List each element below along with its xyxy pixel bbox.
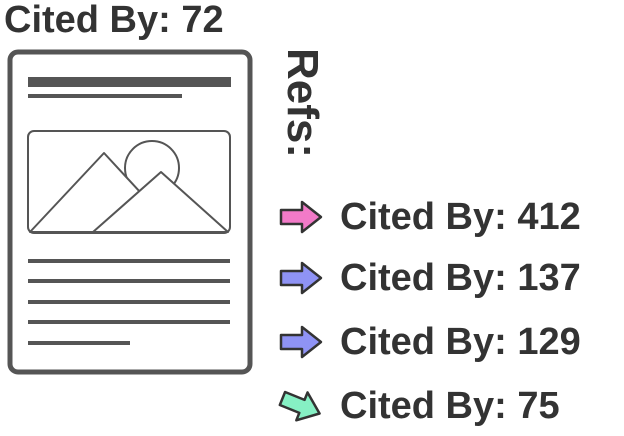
- document-text-lines: [28, 259, 230, 345]
- main-paper-citation-count: Cited By: 72: [4, 0, 224, 41]
- right-arrow-icon: [279, 325, 323, 359]
- reference-citation-count: Cited By: 75: [340, 385, 560, 427]
- document-title-bar: [28, 77, 231, 87]
- reference-item: Cited By: 412: [278, 191, 581, 243]
- reference-item: Cited By: 129: [278, 316, 581, 368]
- reference-citation-count: Cited By: 137: [340, 257, 581, 299]
- refs-heading: Refs:: [278, 48, 327, 159]
- right-arrow-icon: [279, 200, 323, 234]
- reference-item: Cited By: 75: [278, 380, 560, 432]
- right-arrow-icon: [279, 261, 323, 295]
- down-right-arrow-icon: [278, 390, 321, 422]
- image-placeholder-icon: [27, 130, 231, 234]
- reference-item: Cited By: 137: [278, 252, 581, 304]
- document-icon: [7, 49, 253, 375]
- document-subtitle-line: [28, 94, 182, 98]
- reference-citation-count: Cited By: 412: [340, 196, 581, 238]
- reference-citation-count: Cited By: 129: [340, 321, 581, 363]
